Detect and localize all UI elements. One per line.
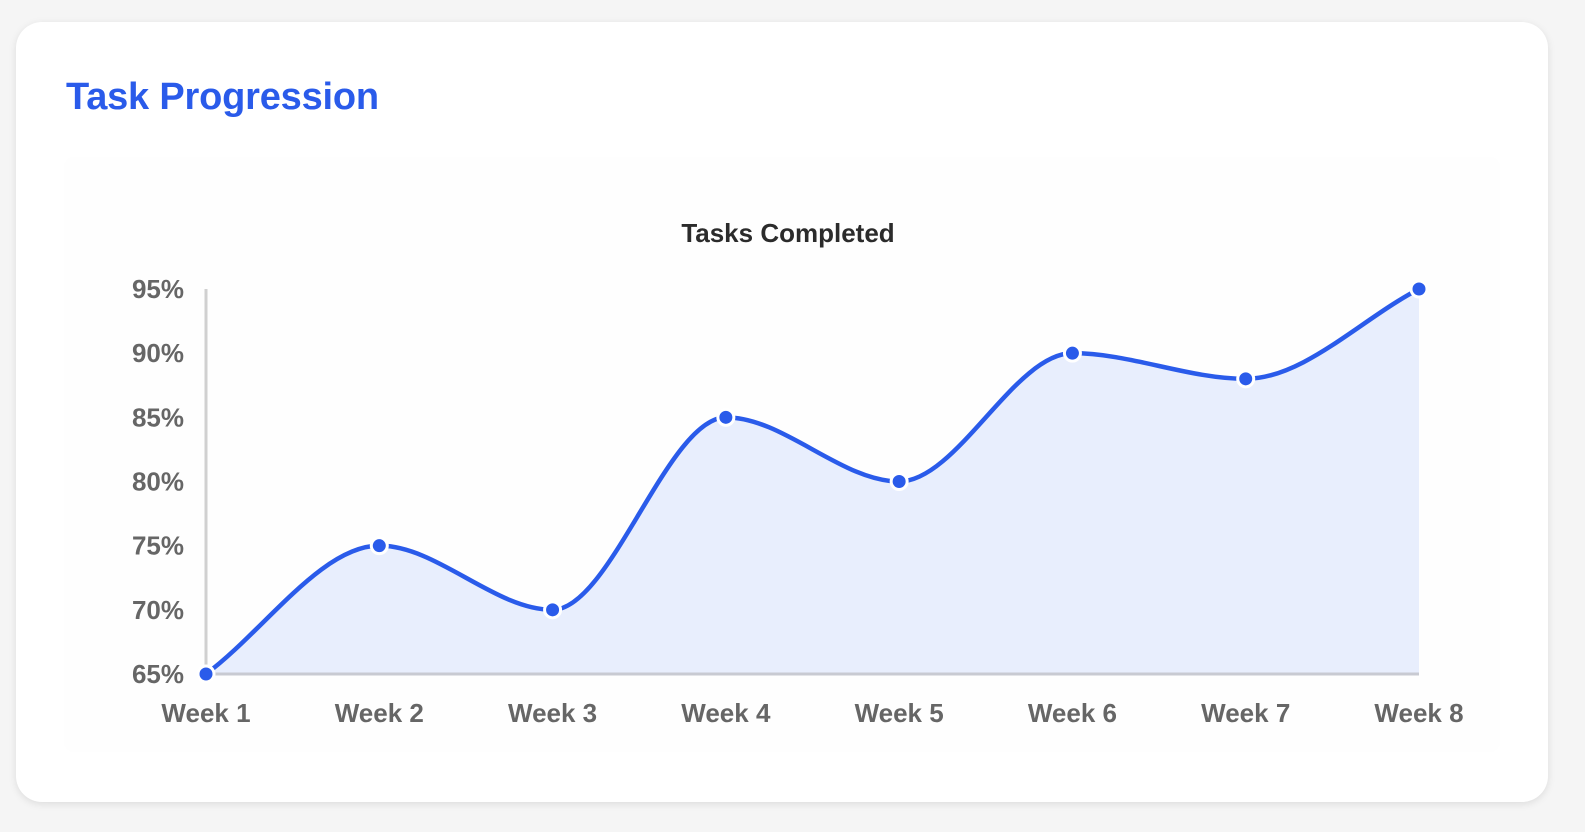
x-tick-label: Week 3 — [508, 698, 597, 728]
y-tick-label: 95% — [132, 274, 184, 304]
task-progression-card: Task Progression Tasks Completed 95% 90% 8… — [16, 22, 1548, 802]
y-tick-label: 70% — [132, 595, 184, 625]
x-tick-label: Week 6 — [1028, 698, 1117, 728]
data-point[interactable] — [1409, 279, 1429, 299]
area-fill — [206, 289, 1419, 674]
data-point[interactable] — [543, 600, 563, 620]
data-point[interactable] — [889, 472, 909, 491]
y-tick-label: 80% — [132, 467, 184, 497]
x-tick-label: Week 5 — [855, 698, 944, 728]
y-tick-label: 75% — [132, 531, 184, 561]
y-tick-label: 90% — [132, 338, 184, 368]
x-axis-ticks: Week 1 Week 2 Week 3 Week 4 Week 5 Week 6 Week… — [161, 698, 1463, 728]
chart-title: Tasks Completed — [681, 218, 894, 248]
card-title: Task Progression — [66, 76, 379, 118]
data-point[interactable] — [369, 536, 389, 556]
x-tick-label: Week 2 — [335, 698, 424, 728]
y-tick-label: 65% — [132, 659, 184, 689]
series-line — [203, 286, 1422, 677]
x-tick-label: Week 4 — [681, 698, 771, 728]
x-tick-label: Week 1 — [161, 698, 250, 728]
y-tick-label: 85% — [132, 402, 184, 432]
data-point[interactable] — [1062, 343, 1082, 363]
x-tick-label: Week 7 — [1201, 698, 1290, 728]
x-tick-label: Week 8 — [1374, 698, 1463, 728]
data-point[interactable] — [1236, 369, 1256, 389]
tasks-completed-line-chart: Tasks Completed 95% 90% 85% 80% 75% 70% 65% We… — [132, 218, 1464, 728]
y-axis-ticks: 95% 90% 85% 80% 75% 70% 65% — [132, 274, 184, 689]
data-points — [196, 279, 1429, 684]
data-point[interactable] — [716, 407, 736, 427]
data-point[interactable] — [196, 664, 216, 684]
chart-panel: Tasks Completed 95% 90% 85% 80% 75% 70% 65% We… — [64, 157, 1500, 752]
